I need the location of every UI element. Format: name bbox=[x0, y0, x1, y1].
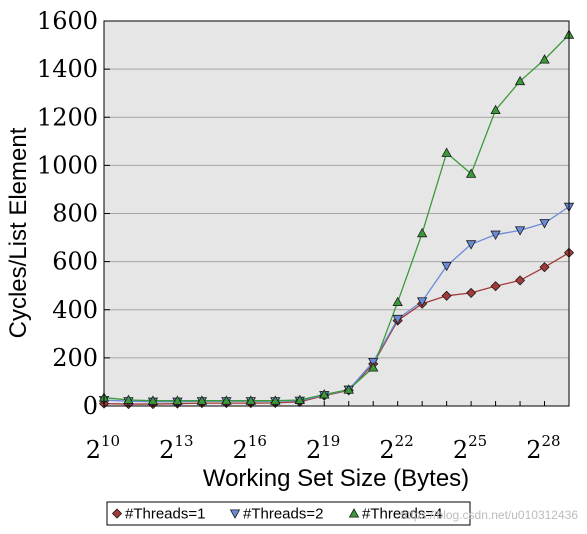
y-tick-label: 0 bbox=[83, 392, 98, 420]
series-markers bbox=[98, 29, 575, 410]
legend-marker-1 bbox=[111, 508, 123, 519]
legend-marker-2 bbox=[229, 509, 241, 519]
data-point-series-3 bbox=[490, 104, 501, 115]
watermark-text: https://blog.csdn.net/u010312436 bbox=[401, 508, 579, 522]
y-axis-label: Cycles/List Element bbox=[5, 127, 32, 338]
data-point-series-1 bbox=[466, 287, 477, 298]
legend-box bbox=[106, 501, 471, 526]
x-tick-exponent: 19 bbox=[321, 432, 340, 450]
y-tick-label: 400 bbox=[52, 296, 98, 324]
data-point-series-2 bbox=[441, 261, 452, 272]
x-tick-base: 2 bbox=[86, 436, 101, 464]
data-point-series-3 bbox=[368, 362, 379, 372]
x-tick-label: 2 16 bbox=[233, 432, 267, 464]
x-tick-label: 2 25 bbox=[453, 432, 487, 464]
data-point-series-3 bbox=[514, 75, 526, 86]
x-tick-base: 2 bbox=[233, 436, 248, 464]
y-tick-label: 1400 bbox=[37, 55, 98, 83]
data-point-series-2 bbox=[490, 230, 501, 240]
x-tick-exponent: 28 bbox=[542, 432, 561, 450]
x-tick-label: 2 13 bbox=[159, 432, 193, 464]
data-point-series-3 bbox=[270, 395, 281, 405]
data-point-series-3 bbox=[147, 395, 159, 405]
y-tick-label: 1600 bbox=[37, 7, 98, 35]
data-point-series-1 bbox=[539, 262, 550, 273]
x-tick-base: 2 bbox=[379, 436, 394, 464]
data-point-series-3 bbox=[343, 384, 354, 394]
data-point-series-1 bbox=[490, 281, 501, 292]
x-axis-ticks: 2 10 2 13 2 16 2 19 2 22 2 25 2 28 bbox=[86, 401, 570, 464]
data-point-series-2 bbox=[392, 314, 403, 325]
data-point-series-1 bbox=[441, 290, 452, 301]
y-tick-label: 800 bbox=[52, 200, 98, 228]
legend-label-1: #Threads=1 bbox=[125, 506, 205, 523]
x-tick-base: 2 bbox=[159, 436, 174, 464]
plot-frame bbox=[103, 20, 570, 407]
y-tick-label: 200 bbox=[52, 344, 98, 372]
legend-label-2: #Threads=2 bbox=[243, 506, 323, 523]
data-point-series-2 bbox=[465, 240, 477, 250]
legend-marker-3 bbox=[348, 508, 360, 518]
legend-label-3: #Threads=4 bbox=[362, 506, 442, 523]
data-point-series-3 bbox=[416, 227, 428, 238]
x-tick-label: 2 22 bbox=[379, 432, 413, 464]
data-point-series-2 bbox=[514, 226, 526, 236]
data-point-series-2 bbox=[539, 219, 550, 229]
x-tick-exponent: 25 bbox=[468, 432, 487, 450]
data-point-series-3 bbox=[123, 394, 134, 404]
data-point-series-3 bbox=[392, 296, 403, 307]
x-tick-label: 2 10 bbox=[86, 432, 120, 464]
x-axis-label: Working Set Size (Bytes) bbox=[203, 465, 469, 492]
data-point-series-3 bbox=[465, 168, 477, 178]
gridlines bbox=[104, 68, 569, 359]
x-tick-exponent: 13 bbox=[174, 432, 193, 450]
data-point-series-3 bbox=[441, 147, 452, 157]
x-tick-base: 2 bbox=[526, 436, 541, 464]
y-tick-label: 1200 bbox=[37, 103, 98, 131]
x-tick-base: 2 bbox=[453, 436, 468, 464]
legend: #Threads=1 #Threads=2 #Threads=4 bbox=[106, 501, 471, 526]
y-tick-label: 600 bbox=[52, 248, 98, 276]
data-point-series-3 bbox=[319, 389, 330, 399]
data-point-series-3 bbox=[172, 395, 183, 405]
x-tick-base: 2 bbox=[306, 436, 321, 464]
y-tick-label: 1000 bbox=[37, 151, 98, 179]
x-tick-exponent: 22 bbox=[395, 432, 414, 450]
data-point-series-3 bbox=[221, 395, 232, 405]
x-tick-label: 2 19 bbox=[306, 432, 340, 464]
data-point-series-3 bbox=[196, 395, 208, 405]
x-tick-exponent: 16 bbox=[248, 432, 267, 450]
data-point-series-3 bbox=[245, 395, 257, 405]
x-tick-label: 2 28 bbox=[526, 432, 560, 464]
data-point-series-1 bbox=[514, 275, 526, 286]
y-axis-ticks: 0 200 400 600 800 1000 1200 1400 1600 bbox=[37, 7, 110, 420]
series-line-3 bbox=[103, 34, 570, 402]
data-point-series-2 bbox=[416, 297, 428, 307]
x-tick-exponent: 10 bbox=[101, 432, 120, 450]
data-point-series-3 bbox=[294, 394, 305, 404]
data-point-series-3 bbox=[539, 54, 550, 64]
